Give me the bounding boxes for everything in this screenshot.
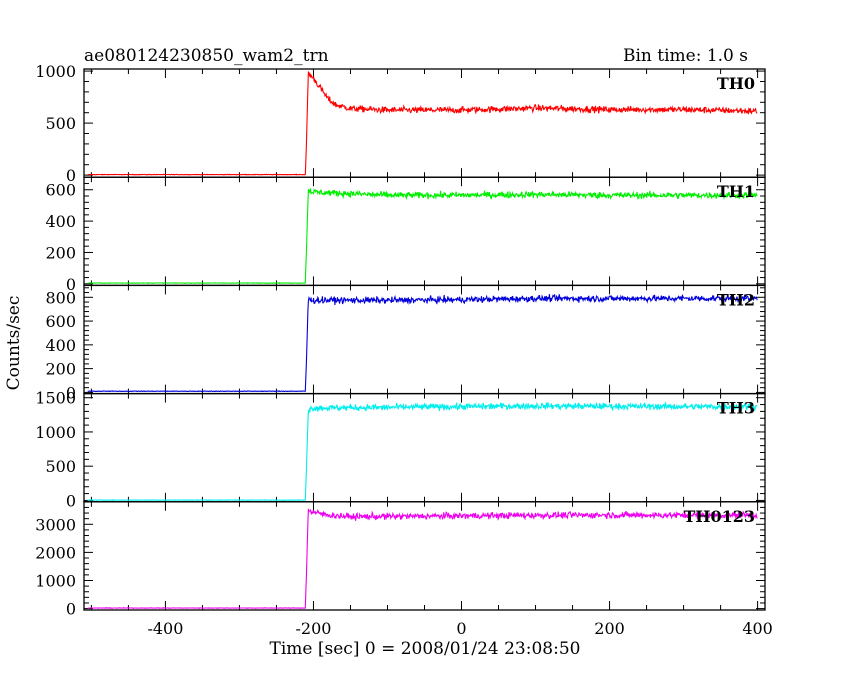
panel-label-th0: TH0 — [717, 74, 755, 93]
y-tick-label-th0123: 2000 — [35, 543, 76, 562]
panel-label-th2: TH2 — [717, 290, 755, 309]
series-line-th2 — [87, 293, 758, 393]
y-tick-label-th3: 0 — [66, 491, 76, 510]
panel-label-th1: TH1 — [717, 182, 755, 201]
panel-frame-th0 — [83, 68, 766, 178]
x-tick-label: 400 — [742, 619, 773, 638]
y-tick-label-th0123: 3000 — [35, 515, 76, 534]
y-tick-label-th3: 1000 — [35, 423, 76, 442]
x-tick-label: -200 — [295, 619, 331, 638]
y-tick-label-th0123: 1000 — [35, 571, 76, 590]
y-tick-label-th1: 0 — [66, 275, 76, 294]
series-line-th0 — [87, 70, 758, 176]
panel-label-th0123: TH0123 — [683, 507, 755, 526]
panel-label-th3: TH3 — [717, 399, 755, 418]
y-tick-label-th0: 1000 — [35, 62, 76, 81]
panel-frame-th1 — [83, 176, 766, 287]
y-tick-label-th1: 400 — [45, 212, 76, 231]
panels-group: 0 500 1000 TH0 0 200 400 600 TH1 0 200 400 600 800 TH2… — [35, 62, 773, 638]
x-axis-label: Time [sec] 0 = 2008/01/24 23:08:50 — [270, 639, 581, 659]
y-tick-label-th1: 600 — [45, 181, 76, 200]
y-tick-label-th0: 0 — [66, 166, 76, 185]
chart-title: ae080124230850_wam2_trn — [84, 46, 329, 66]
y-tick-label-th2: 600 — [45, 312, 76, 331]
y-tick-label-th3: 500 — [45, 457, 76, 476]
x-tick-label: 0 — [456, 619, 466, 638]
series-line-th3 — [87, 401, 758, 502]
x-tick-label: -400 — [147, 619, 183, 638]
bin-time-label: Bin time: 1.0 s — [623, 46, 748, 66]
y-tick-label-th2: 800 — [45, 288, 76, 307]
y-tick-label-th2: 200 — [45, 360, 76, 379]
panel-frame-th3 — [83, 392, 766, 503]
y-axis-label: Counts/sec — [4, 296, 24, 391]
x-tick-label: 200 — [594, 619, 625, 638]
series-line-th0123 — [87, 508, 758, 610]
series-line-th1 — [87, 188, 758, 285]
y-tick-label-th1: 200 — [45, 243, 76, 262]
y-tick-label-th2: 400 — [45, 336, 76, 355]
y-tick-label-th3: 1500 — [35, 389, 76, 408]
y-tick-label-th2: 0 — [66, 383, 76, 402]
y-tick-label-th0: 500 — [45, 114, 76, 133]
y-tick-label-th0123: 0 — [66, 600, 76, 619]
